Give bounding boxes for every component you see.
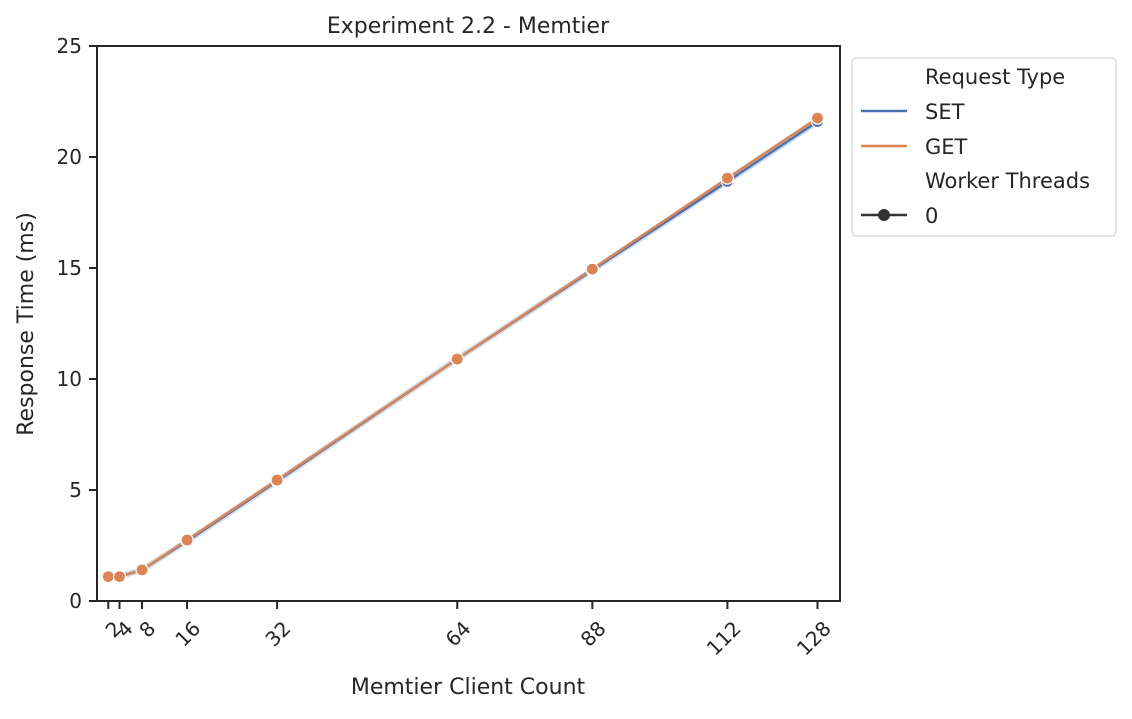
data-point-get-2 bbox=[101, 569, 115, 584]
axes-frame bbox=[96, 45, 841, 602]
x-axis-label: Memtier Client Count bbox=[351, 675, 586, 700]
data-point-get-64 bbox=[450, 352, 464, 366]
legend-label-worker-threads-0: 0 bbox=[925, 204, 938, 228]
data-point-get-32 bbox=[270, 473, 284, 487]
y-tick-label-20: 20 bbox=[57, 145, 82, 169]
data-point-get-88 bbox=[585, 262, 599, 276]
data-point-get-8 bbox=[135, 563, 149, 577]
y-tick-label-0: 0 bbox=[69, 589, 82, 613]
y-tick-label-10: 10 bbox=[57, 367, 82, 391]
data-point-get-4 bbox=[112, 569, 127, 584]
y-tick-label-5: 5 bbox=[69, 478, 82, 502]
data-point-get-112 bbox=[720, 171, 735, 185]
legend-marker-icon bbox=[878, 209, 890, 221]
y-tick-label-25: 25 bbox=[57, 34, 82, 58]
chart-title: Experiment 2.2 - Memtier bbox=[327, 14, 610, 39]
y-tick-label-15: 15 bbox=[57, 256, 82, 280]
legend-label-set: SET bbox=[925, 100, 965, 124]
legend-style-title: Worker Threads bbox=[925, 169, 1090, 193]
legend-hue-title: Request Type bbox=[925, 65, 1065, 89]
legend: Request Type SET GET Worker Threads 0 bbox=[851, 57, 1117, 237]
legend-label-get: GET bbox=[925, 135, 968, 159]
legend-frame bbox=[851, 57, 1117, 237]
y-axis-label: Response Time (ms) bbox=[14, 212, 39, 436]
data-point-get-16 bbox=[180, 533, 194, 547]
data-point-get-128 bbox=[810, 111, 825, 125]
